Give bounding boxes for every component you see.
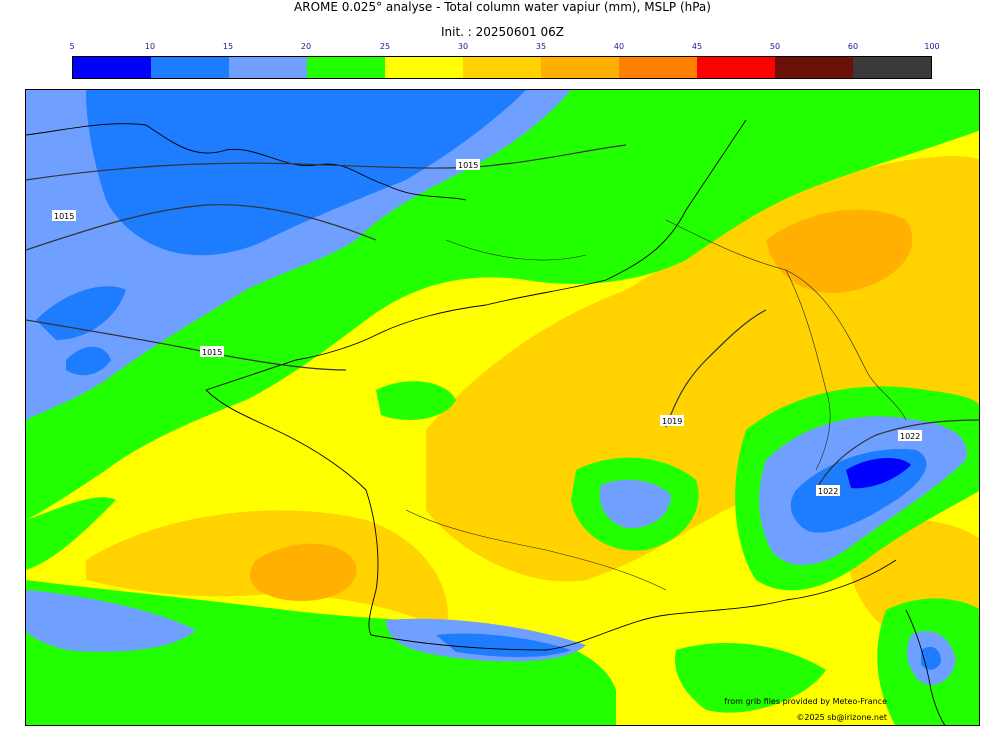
isobar-label: 1015 <box>458 161 478 170</box>
isobar-label: 1019 <box>662 417 682 426</box>
map-title: AROME 0.025° analyse - Total column wate… <box>294 0 711 14</box>
init-time: Init. : 20250601 06Z <box>440 25 565 39</box>
colorbar-segment <box>73 57 151 78</box>
field-5-10 <box>846 458 911 489</box>
colorbar-segment <box>229 57 307 78</box>
field-20-25 <box>26 580 616 725</box>
colorbar-tick: 50 <box>769 42 781 51</box>
isobar-labels: 1015 1015 1015 1019 1022 1022 <box>52 159 922 496</box>
field-20-25 <box>376 381 456 420</box>
field-35-40 <box>766 209 913 293</box>
field-10-15 <box>436 633 571 657</box>
colorbar-tick: 25 <box>379 42 391 51</box>
isobar-label-bg <box>660 415 684 426</box>
isobar-label-bg <box>816 485 840 496</box>
colorbar-segment <box>853 57 931 78</box>
colorbar-segment <box>307 57 385 78</box>
field-35-40 <box>250 543 357 601</box>
colorbar-tick: 30 <box>457 42 469 51</box>
field-15-20 <box>26 590 196 652</box>
data-source-credit: from grib files provided by Meteo-France <box>724 697 887 706</box>
colorbar-tick: 10 <box>144 42 156 51</box>
coastlines <box>26 119 946 725</box>
colorbar-tick: 40 <box>613 42 625 51</box>
field-10-15 <box>86 90 526 256</box>
field-10-15 <box>66 346 111 376</box>
field-10-15 <box>36 286 126 340</box>
borders <box>405 219 907 591</box>
colorbar-segment <box>541 57 619 78</box>
isobar-label: 1015 <box>54 212 74 221</box>
isobars <box>26 144 979 491</box>
isobar-label-bg <box>200 346 224 357</box>
colorbar-segment <box>151 57 229 78</box>
field-20-25 <box>675 642 826 713</box>
colorbar-segment <box>385 57 463 78</box>
isobar-label-bg <box>52 210 76 221</box>
field-20-25 <box>26 497 116 570</box>
copyright-credit: ©2025 sb@irizone.net <box>796 713 887 722</box>
isobar-label: 1015 <box>202 348 222 357</box>
colorbar-tick: 100 <box>924 42 940 51</box>
colorbar-tick: 20 <box>300 42 312 51</box>
colorbar-segment <box>697 57 775 78</box>
colorbar-tick: 45 <box>691 42 703 51</box>
colorbar-segment <box>619 57 697 78</box>
isobar-label: 1022 <box>818 487 838 496</box>
colorbar-tick: 35 <box>535 42 547 51</box>
colorbar-tick: 15 <box>222 42 234 51</box>
colorbar <box>72 56 932 79</box>
isobar-label-bg <box>898 430 922 441</box>
weather-map[interactable]: 1015 1015 1015 1019 1022 1022 <box>25 89 980 726</box>
weather-map-svg: 1015 1015 1015 1019 1022 1022 <box>26 90 979 725</box>
isobar-label-bg <box>456 159 480 170</box>
colorbar-tick: 5 <box>69 42 75 51</box>
isobar-label: 1022 <box>900 432 920 441</box>
field-15-20 <box>599 479 671 529</box>
colorbar-segment <box>775 57 853 78</box>
colorbar-segment <box>463 57 541 78</box>
colorbar-tick: 60 <box>847 42 859 51</box>
